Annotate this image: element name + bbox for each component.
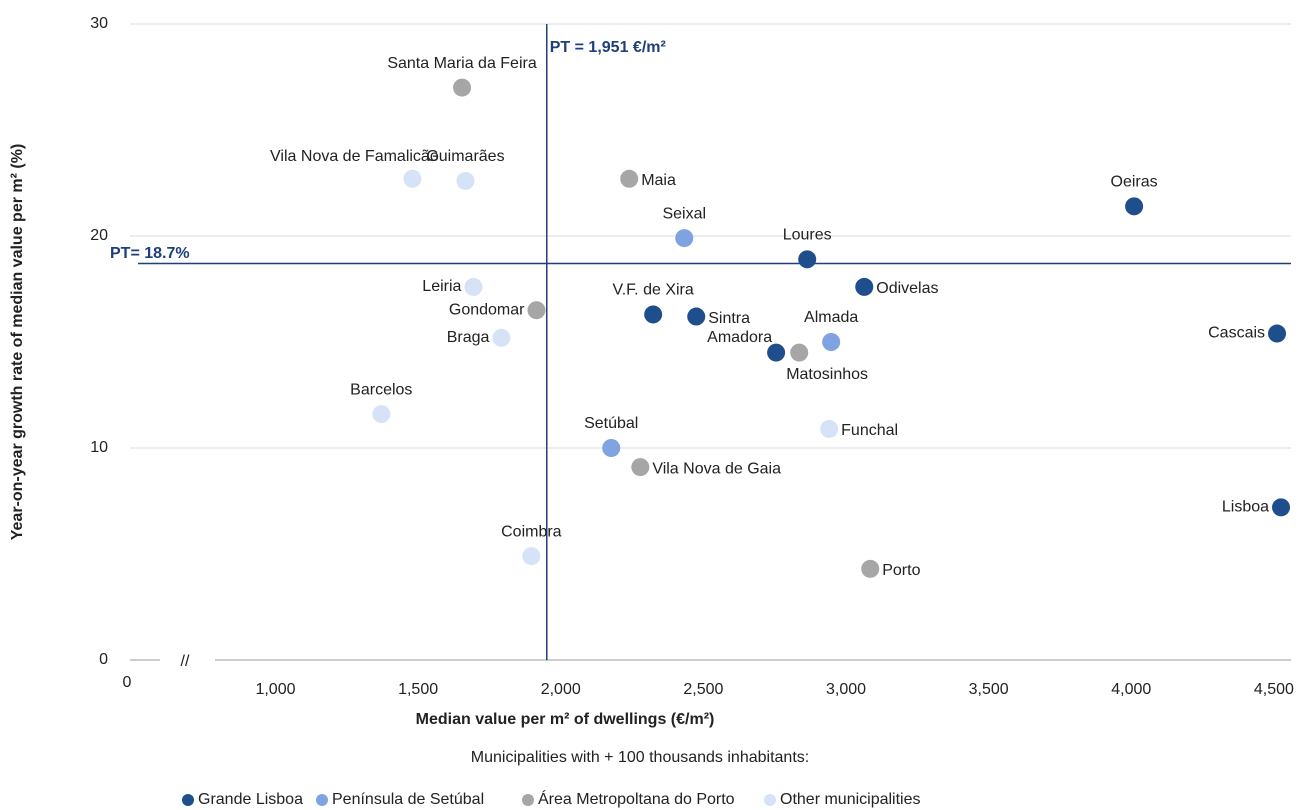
- data-point: [602, 439, 621, 457]
- point-label: Vila Nova de Gaia: [652, 460, 781, 477]
- reference-label-x: PT = 1,951 €/m²: [550, 39, 666, 56]
- data-point: [644, 305, 663, 324]
- data-point: [620, 169, 639, 188]
- x-tick-label: 2,500: [683, 681, 723, 698]
- data-point: [820, 419, 839, 438]
- point-label: Odivelas: [876, 280, 938, 297]
- point-label: Oeiras: [1111, 174, 1158, 191]
- point-label: Cascais: [1208, 325, 1265, 342]
- data-point: [861, 559, 880, 578]
- data-point: [675, 229, 694, 248]
- data-point: [822, 333, 841, 351]
- y-tick-label: 10: [90, 439, 108, 456]
- point-label: V.F. de Xira: [613, 282, 694, 299]
- data-point: [492, 328, 511, 347]
- point-label: Porto: [882, 562, 920, 579]
- data-point: [855, 277, 874, 296]
- data-point: [527, 301, 546, 320]
- point-label: Setúbal: [584, 415, 638, 432]
- point-label: Braga: [447, 329, 490, 346]
- data-point: [631, 458, 650, 477]
- point-label: Leiria: [422, 278, 461, 295]
- point-label: Coimbra: [501, 523, 562, 540]
- x-tick-label: 4,500: [1254, 681, 1294, 698]
- point-label: Seixal: [662, 205, 706, 222]
- y-tick-label: 20: [90, 227, 108, 244]
- x-tick-label: 4,000: [1111, 681, 1151, 698]
- x-origin-label: 0: [123, 674, 132, 691]
- point-label: Santa Maria da Feira: [387, 55, 537, 72]
- data-point: [687, 307, 706, 326]
- legend-marker: [522, 794, 534, 806]
- legend-label: Área Metropoltana do Porto: [538, 789, 735, 808]
- point-label: Loures: [783, 227, 832, 244]
- data-point: [522, 547, 541, 566]
- axis-break: //: [181, 653, 190, 670]
- point-label: Lisboa: [1222, 499, 1269, 516]
- x-tick-label: 3,000: [826, 681, 866, 698]
- legend-marker: [764, 794, 776, 806]
- y-axis-label: Year-on-year growth rate of median value…: [9, 144, 26, 541]
- point-label: Funchal: [841, 422, 898, 439]
- data-point: [1268, 324, 1287, 343]
- data-point: [453, 78, 472, 97]
- data-point: [372, 405, 391, 424]
- legend-title: Municipalities with + 100 thousands inha…: [471, 749, 809, 766]
- x-tick-label: 1,500: [398, 681, 438, 698]
- point-label: Guimarães: [426, 148, 504, 165]
- data-point: [403, 169, 422, 188]
- legend-label: Grande Lisboa: [198, 791, 303, 808]
- data-point: [798, 250, 817, 269]
- x-axis-label: Median value per m² of dwellings (€/m²): [416, 711, 715, 728]
- legend-marker: [316, 794, 328, 806]
- point-label: Maia: [641, 172, 676, 189]
- legend-label: Other municipalities: [780, 791, 921, 808]
- x-tick-label: 2,000: [541, 681, 581, 698]
- data-point: [790, 343, 809, 362]
- point-label: Sintra: [708, 310, 750, 327]
- point-label: Amadora: [707, 329, 772, 346]
- point-label: Matosinhos: [786, 366, 868, 383]
- point-label: Vila Nova de Famalicão: [270, 148, 439, 165]
- data-point: [1272, 498, 1291, 517]
- legend-label: Península de Setúbal: [332, 791, 484, 808]
- y-tick-label: 0: [99, 651, 108, 668]
- point-label: Gondomar: [449, 301, 525, 318]
- data-point: [456, 171, 475, 190]
- data-point: [464, 277, 483, 296]
- data-point: [1125, 197, 1144, 216]
- y-tick-label: 30: [90, 15, 108, 32]
- point-label: Barcelos: [350, 381, 412, 398]
- legend-marker: [182, 794, 194, 806]
- data-point: [767, 343, 786, 362]
- x-tick-label: 1,000: [255, 681, 295, 698]
- point-label: Almada: [804, 309, 858, 326]
- reference-label-y: PT= 18.7%: [110, 245, 190, 262]
- x-tick-label: 3,500: [969, 681, 1009, 698]
